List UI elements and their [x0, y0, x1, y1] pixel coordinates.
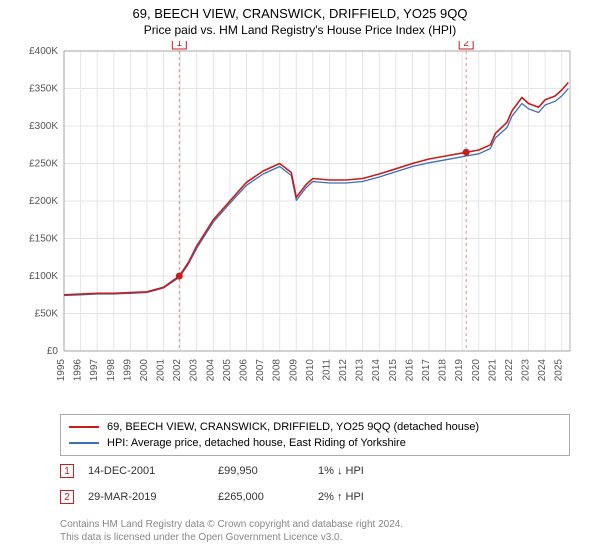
svg-text:2021: 2021	[487, 359, 498, 382]
svg-text:2002: 2002	[172, 359, 183, 382]
sale-marker-num: 2	[64, 492, 70, 503]
svg-text:2: 2	[463, 41, 469, 49]
svg-text:2014: 2014	[371, 359, 382, 382]
svg-text:2001: 2001	[156, 359, 167, 382]
legend-swatch	[69, 426, 99, 428]
svg-text:£0: £0	[47, 346, 59, 357]
sale-marker-icon: 2	[60, 490, 74, 504]
svg-text:2010: 2010	[305, 359, 316, 382]
sale-price: £265,000	[218, 491, 318, 503]
svg-text:2006: 2006	[238, 359, 249, 382]
svg-text:2017: 2017	[421, 359, 432, 382]
svg-text:2013: 2013	[355, 359, 366, 382]
svg-text:£400K: £400K	[29, 46, 58, 57]
footer-line: Contains HM Land Registry data © Crown c…	[60, 518, 570, 531]
svg-text:2005: 2005	[222, 359, 233, 382]
footer-attribution: Contains HM Land Registry data © Crown c…	[60, 518, 570, 544]
sale-marker-num: 1	[64, 466, 70, 477]
svg-text:2020: 2020	[471, 359, 482, 382]
svg-text:2011: 2011	[321, 359, 332, 381]
svg-text:£50K: £50K	[35, 309, 59, 320]
chart-title: 69, BEECH VIEW, CRANSWICK, DRIFFIELD, YO…	[0, 0, 600, 21]
svg-text:2024: 2024	[537, 359, 548, 382]
svg-text:£200K: £200K	[29, 196, 58, 207]
legend-label: HPI: Average price, detached house, East…	[107, 437, 406, 449]
svg-text:£100K: £100K	[29, 271, 58, 282]
legend: 69, BEECH VIEW, CRANSWICK, DRIFFIELD, YO…	[60, 414, 570, 456]
svg-text:£250K: £250K	[29, 159, 58, 170]
svg-text:2018: 2018	[438, 359, 449, 382]
svg-text:2015: 2015	[388, 359, 399, 382]
page: 69, BEECH VIEW, CRANSWICK, DRIFFIELD, YO…	[0, 0, 600, 560]
sale-marker-icon: 1	[60, 464, 74, 478]
legend-label: 69, BEECH VIEW, CRANSWICK, DRIFFIELD, YO…	[107, 421, 479, 433]
sale-row: 2 29-MAR-2019 £265,000 2% ↑ HPI	[60, 488, 570, 506]
svg-text:1998: 1998	[106, 359, 117, 382]
footer-line: This data is licensed under the Open Gov…	[60, 531, 570, 544]
svg-text:2023: 2023	[521, 359, 532, 382]
legend-swatch	[69, 442, 99, 444]
svg-text:2022: 2022	[504, 359, 515, 382]
chart-subtitle: Price paid vs. HM Land Registry's House …	[0, 21, 600, 41]
legend-item: HPI: Average price, detached house, East…	[69, 435, 561, 451]
sale-delta: 2% ↑ HPI	[318, 491, 364, 503]
svg-text:1995: 1995	[56, 359, 67, 382]
svg-text:£150K: £150K	[29, 234, 58, 245]
svg-text:£300K: £300K	[29, 121, 58, 132]
svg-text:1996: 1996	[73, 359, 84, 382]
sale-row: 1 14-DEC-2001 £99,950 1% ↓ HPI	[60, 462, 570, 480]
svg-text:1999: 1999	[122, 359, 133, 382]
svg-text:2008: 2008	[272, 359, 283, 382]
svg-text:2004: 2004	[205, 359, 216, 382]
svg-text:2007: 2007	[255, 359, 266, 382]
chart-area: £0 £50K £100K £150K £200K £250K £300K £350K £400…	[20, 41, 580, 401]
svg-text:2009: 2009	[288, 359, 299, 382]
sale-date: 14-DEC-2001	[88, 465, 218, 477]
svg-text:2019: 2019	[454, 359, 465, 382]
svg-text:2025: 2025	[554, 359, 565, 382]
svg-text:£350K: £350K	[29, 84, 58, 95]
sale-date: 29-MAR-2019	[88, 491, 218, 503]
sale-price: £99,950	[218, 465, 318, 477]
svg-text:1997: 1997	[89, 359, 100, 382]
svg-text:2016: 2016	[404, 359, 415, 382]
svg-text:2000: 2000	[139, 359, 150, 382]
svg-text:1: 1	[177, 41, 183, 49]
sale-delta: 1% ↓ HPI	[318, 465, 364, 477]
svg-text:2012: 2012	[338, 359, 349, 382]
svg-text:2003: 2003	[189, 359, 200, 382]
legend-item: 69, BEECH VIEW, CRANSWICK, DRIFFIELD, YO…	[69, 419, 561, 435]
line-chart: £0 £50K £100K £150K £200K £250K £300K £350K £400…	[20, 41, 580, 401]
